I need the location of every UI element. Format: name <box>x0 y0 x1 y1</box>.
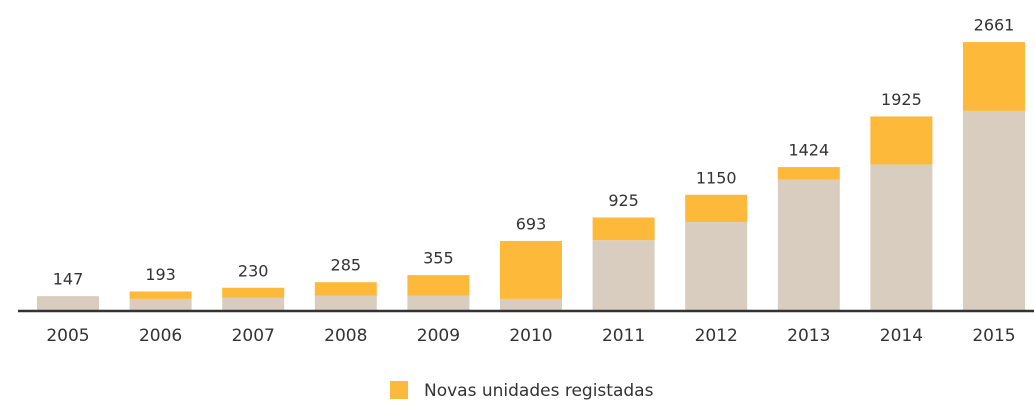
x-tick-label: 2005 <box>46 326 89 346</box>
total-label: 285 <box>331 256 362 275</box>
bar-segment <box>222 287 285 298</box>
total-label: 230 <box>238 261 269 280</box>
x-tick-label: 2006 <box>139 326 182 346</box>
legend-swatch <box>390 381 408 399</box>
x-tick-label: 2011 <box>602 326 645 346</box>
bar-segment <box>777 179 840 311</box>
total-label: 1424 <box>788 141 829 160</box>
total-label: 1925 <box>881 90 922 109</box>
bar-segment <box>592 240 655 311</box>
x-tick-label: 2015 <box>972 326 1015 346</box>
bar-segment <box>592 217 655 241</box>
bar-segment <box>963 110 1025 311</box>
bar-segment <box>129 298 192 311</box>
bar-segment <box>500 298 562 311</box>
bar-segment <box>777 167 840 180</box>
total-label: 355 <box>423 249 454 268</box>
legend-label: Novas unidades registadas <box>424 381 654 401</box>
bar-segment <box>500 240 562 299</box>
bar-segment <box>407 275 470 296</box>
bar-segment <box>129 291 192 299</box>
total-label: 925 <box>608 191 639 210</box>
bar-segment <box>963 42 1025 111</box>
total-label: 193 <box>145 265 176 284</box>
total-label: 2661 <box>974 16 1015 35</box>
x-tick-label: 2009 <box>417 326 460 346</box>
bar-segment <box>870 116 933 165</box>
bar-segment <box>314 282 377 296</box>
total-label: 1150 <box>696 168 737 187</box>
x-tick-label: 2008 <box>324 326 367 346</box>
bar-segment <box>870 164 933 311</box>
x-tick-label: 2013 <box>787 326 830 346</box>
bar-segment <box>314 295 377 311</box>
total-label: 693 <box>516 214 547 233</box>
bar-segment <box>222 297 285 311</box>
x-tick-label: 2014 <box>880 326 923 346</box>
bar-segment <box>407 295 470 311</box>
bar-segment <box>685 194 748 223</box>
x-tick-label: 2012 <box>695 326 738 346</box>
total-label: 147 <box>53 270 84 289</box>
x-tick-label: 2010 <box>509 326 552 346</box>
bar-segment <box>37 296 99 311</box>
x-tick-label: 2007 <box>232 326 275 346</box>
bar-segment <box>685 222 748 311</box>
